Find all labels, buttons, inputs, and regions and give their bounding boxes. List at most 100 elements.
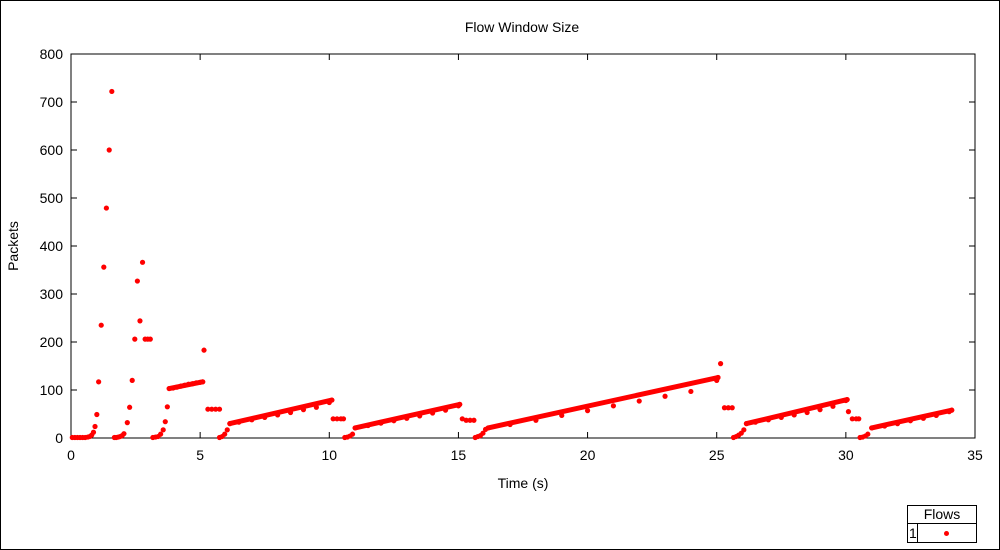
data-point xyxy=(96,379,102,385)
data-point xyxy=(830,403,836,409)
data-point xyxy=(610,403,617,409)
data-point xyxy=(158,431,164,437)
data-point xyxy=(741,427,747,433)
data-point xyxy=(688,388,694,395)
data-point xyxy=(352,425,358,431)
data-point xyxy=(907,418,914,424)
legend-title: Flows xyxy=(908,506,976,524)
legend-entry-label: 1 xyxy=(909,525,917,541)
data-point xyxy=(378,420,384,426)
data-point xyxy=(275,412,281,418)
axis-ticks: 0 5 10 15 20 25 30 35 0 100 200 300 400 500 600 700 800 xyxy=(40,46,983,463)
y-tick-label: 700 xyxy=(40,94,64,110)
x-tick-label: 35 xyxy=(967,447,983,463)
data-point xyxy=(137,318,143,324)
window-growth-segment xyxy=(485,375,721,431)
data-point xyxy=(949,407,955,413)
data-point xyxy=(729,405,735,411)
data-point xyxy=(778,414,784,420)
data-point xyxy=(334,416,340,422)
data-point xyxy=(442,407,449,413)
data-point xyxy=(124,420,130,426)
data-point xyxy=(457,401,463,407)
data-point xyxy=(127,404,133,410)
data-point xyxy=(391,418,397,424)
data-point xyxy=(139,259,146,265)
data-point xyxy=(717,361,724,367)
x-tick-label: 5 xyxy=(196,447,204,463)
data-point xyxy=(166,385,172,392)
data-point xyxy=(162,419,168,425)
data-point xyxy=(129,377,135,383)
data-point xyxy=(236,419,242,425)
y-tick-label: 300 xyxy=(40,286,64,302)
data-point xyxy=(330,416,336,422)
data-point xyxy=(213,406,219,412)
data-point xyxy=(849,416,855,422)
data-point xyxy=(507,421,513,428)
data-point xyxy=(559,412,565,419)
data-point xyxy=(287,409,294,416)
data-point xyxy=(101,264,107,270)
data-point xyxy=(817,407,823,413)
legend-marker xyxy=(944,531,949,536)
x-tick-label: 20 xyxy=(580,447,596,463)
x-tick-label: 15 xyxy=(451,447,467,463)
data-point xyxy=(715,374,721,381)
y-tick-label: 600 xyxy=(40,142,64,158)
data-point xyxy=(791,412,797,418)
data-point xyxy=(417,413,423,419)
data-point xyxy=(480,430,486,436)
data-point xyxy=(743,421,750,427)
data-point xyxy=(160,427,166,433)
data-point xyxy=(222,431,228,437)
data-point xyxy=(349,431,356,437)
data-point xyxy=(94,411,100,418)
y-tick-label: 800 xyxy=(40,46,64,62)
legend: Flows 1 xyxy=(907,505,977,543)
data-point xyxy=(103,205,109,211)
data-point xyxy=(471,417,477,423)
data-point xyxy=(865,431,871,437)
data-point xyxy=(92,423,98,430)
data-point xyxy=(262,414,268,420)
data-point xyxy=(933,412,939,419)
window-growth-segment xyxy=(227,397,335,427)
plot-area xyxy=(70,53,976,439)
data-point xyxy=(300,407,307,413)
data-point xyxy=(340,416,347,422)
data-point xyxy=(467,417,473,423)
data-point xyxy=(845,409,852,415)
y-tick-label: 100 xyxy=(40,382,64,398)
data-point xyxy=(205,406,211,412)
y-tick-label: 200 xyxy=(40,334,64,350)
data-point xyxy=(164,404,170,410)
data-point xyxy=(193,380,199,386)
data-point xyxy=(894,421,901,427)
data-point xyxy=(201,347,207,353)
y-axis-label: Packets xyxy=(5,221,21,271)
x-tick-label: 0 xyxy=(67,447,75,463)
data-point xyxy=(869,425,875,431)
data-point xyxy=(804,409,810,416)
data-point xyxy=(216,406,223,412)
data-point xyxy=(365,422,371,429)
data-point xyxy=(765,417,771,423)
data-point xyxy=(200,379,206,385)
data-points xyxy=(69,88,955,441)
data-point xyxy=(249,417,255,423)
x-tick-label: 10 xyxy=(321,447,337,463)
data-point xyxy=(584,408,591,414)
x-axis-label: Time (s) xyxy=(498,475,549,491)
y-tick-label: 400 xyxy=(40,238,64,254)
data-point xyxy=(109,88,115,95)
data-point xyxy=(224,427,230,433)
data-point xyxy=(90,429,97,435)
data-point xyxy=(662,393,668,399)
data-point xyxy=(329,397,335,403)
x-tick-label: 25 xyxy=(709,447,725,463)
data-point xyxy=(752,419,759,425)
data-point xyxy=(132,336,138,342)
legend-separator xyxy=(917,524,918,542)
